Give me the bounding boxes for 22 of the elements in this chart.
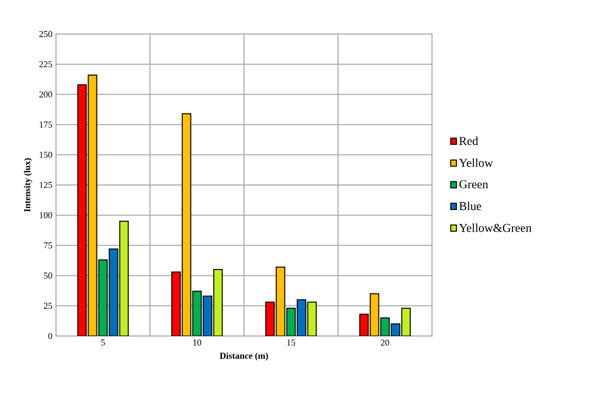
legend-label: Yellow&Green xyxy=(459,224,532,232)
y-tick-label: 50 xyxy=(44,272,52,279)
y-tick-label: 225 xyxy=(39,61,52,68)
x-tick-label: 5 xyxy=(101,340,105,346)
y-tick-label: 0 xyxy=(48,332,52,340)
y-tick-label: 75 xyxy=(44,242,52,248)
legend-label: Yellow xyxy=(459,158,493,167)
x-tick-label: 15 xyxy=(287,340,296,346)
legend-label: Red xyxy=(459,136,478,146)
legend-label: Blue xyxy=(459,202,482,210)
y-tick-label: 125 xyxy=(40,182,52,188)
x-tick-label: 20 xyxy=(380,340,390,346)
y-tick-label: 150 xyxy=(40,152,52,158)
y-tick-label: 100 xyxy=(40,212,52,218)
y-tick-label: 25 xyxy=(44,302,52,309)
x-tick-label: 10 xyxy=(193,340,202,346)
y-axis-title: Intensity (lux) xyxy=(24,158,32,212)
x-axis-title: Distance (m) xyxy=(220,352,268,361)
y-tick-label: 250 xyxy=(39,30,52,38)
y-tick-label: 175 xyxy=(40,122,52,128)
y-tick-label: 200 xyxy=(39,91,52,98)
legend-label: Green xyxy=(459,180,488,188)
